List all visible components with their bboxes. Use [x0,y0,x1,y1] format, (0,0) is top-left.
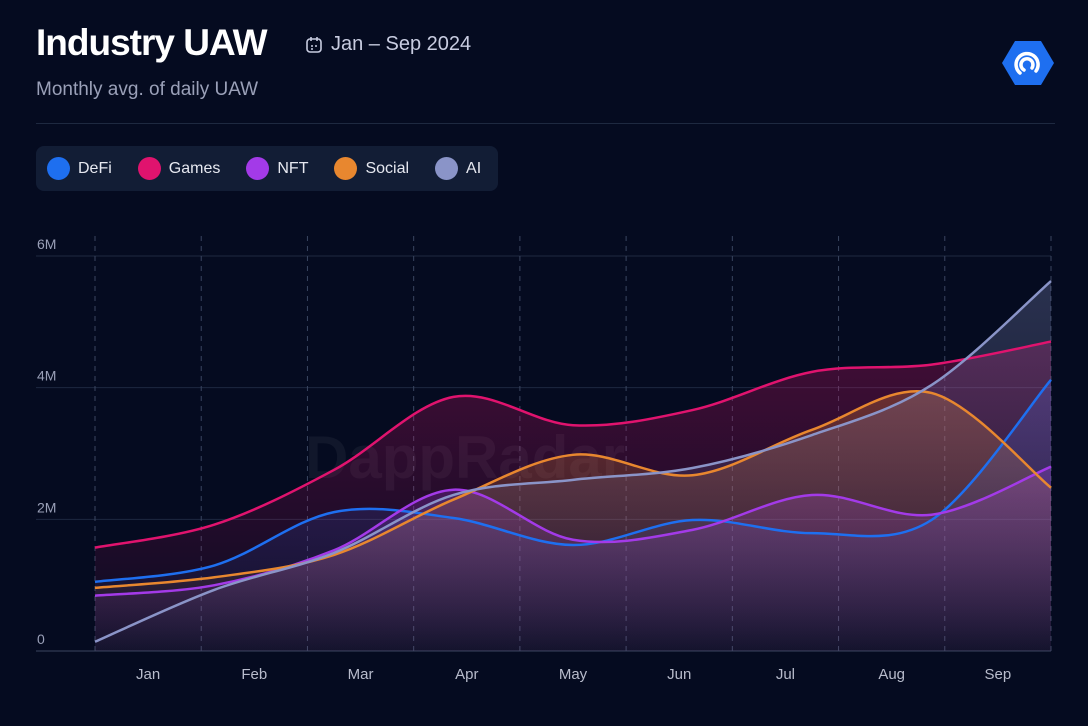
area-ai [95,281,1051,651]
x-tick-label: Feb [241,666,267,683]
x-tick-label: Mar [348,666,374,683]
date-range: Jan – Sep 2024 [305,33,471,56]
page-title: Industry UAW [36,22,268,63]
x-tick-label: Jan [136,666,160,683]
legend-label: Social [365,159,410,177]
subtitle: Monthly avg. of daily UAW [36,79,259,100]
legend-dot-icon [334,157,358,180]
legend-label: DeFi [78,159,112,177]
legend-label: NFT [277,159,309,177]
legend-dot-icon [47,157,70,180]
legend-label: Games [168,159,221,177]
legend-item-games[interactable]: Games [137,157,221,180]
x-tick-label: Sep [985,666,1012,683]
x-tick-label: Apr [455,666,478,683]
dappradar-logo-icon [1002,41,1054,85]
line-games[interactable] [94,340,1052,549]
x-tick-label: Jul [776,666,795,683]
y-tick-label: 4M [37,368,56,384]
legend-dot-icon [137,157,161,180]
legend-item-defi[interactable]: DeFi [47,157,112,180]
x-tick-label: Aug [878,666,905,683]
y-tick-label: 6M [37,236,56,252]
legend-label: AI [466,159,482,177]
divider [36,123,1055,124]
legend: DeFi Games NFT Social AI [36,146,498,191]
line-defi[interactable] [94,378,1052,584]
date-range-text: Jan – Sep 2024 [331,33,472,55]
line-social[interactable] [94,390,1052,590]
legend-item-ai[interactable]: AI [435,157,481,180]
y-tick-label: 0 [37,631,45,647]
calendar-icon [306,36,322,53]
x-tick-label: Jun [667,666,691,683]
legend-dot-icon [246,157,270,180]
legend-item-social[interactable]: Social [334,157,409,180]
line-ai[interactable] [94,280,1052,643]
legend-item-nft[interactable]: NFT [246,157,308,180]
x-tick-label: May [559,666,588,683]
y-tick-label: 2M [37,499,56,515]
legend-dot-icon [435,157,459,180]
